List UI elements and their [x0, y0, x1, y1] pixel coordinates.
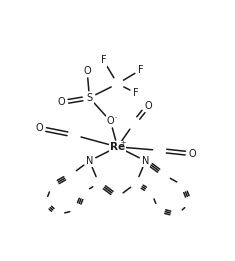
- Text: +: +: [120, 140, 125, 146]
- Text: -: -: [114, 115, 117, 120]
- Text: F: F: [133, 88, 139, 98]
- Text: Re: Re: [110, 142, 125, 152]
- Text: O: O: [58, 97, 65, 108]
- Text: O: O: [144, 101, 152, 111]
- Text: O: O: [107, 116, 114, 126]
- Text: N: N: [142, 156, 149, 166]
- Text: F: F: [138, 65, 144, 75]
- Text: O: O: [35, 123, 43, 133]
- Text: O: O: [188, 149, 196, 159]
- Text: O: O: [83, 66, 91, 76]
- Text: F: F: [101, 55, 106, 66]
- Text: S: S: [86, 93, 93, 103]
- Text: N: N: [86, 156, 93, 166]
